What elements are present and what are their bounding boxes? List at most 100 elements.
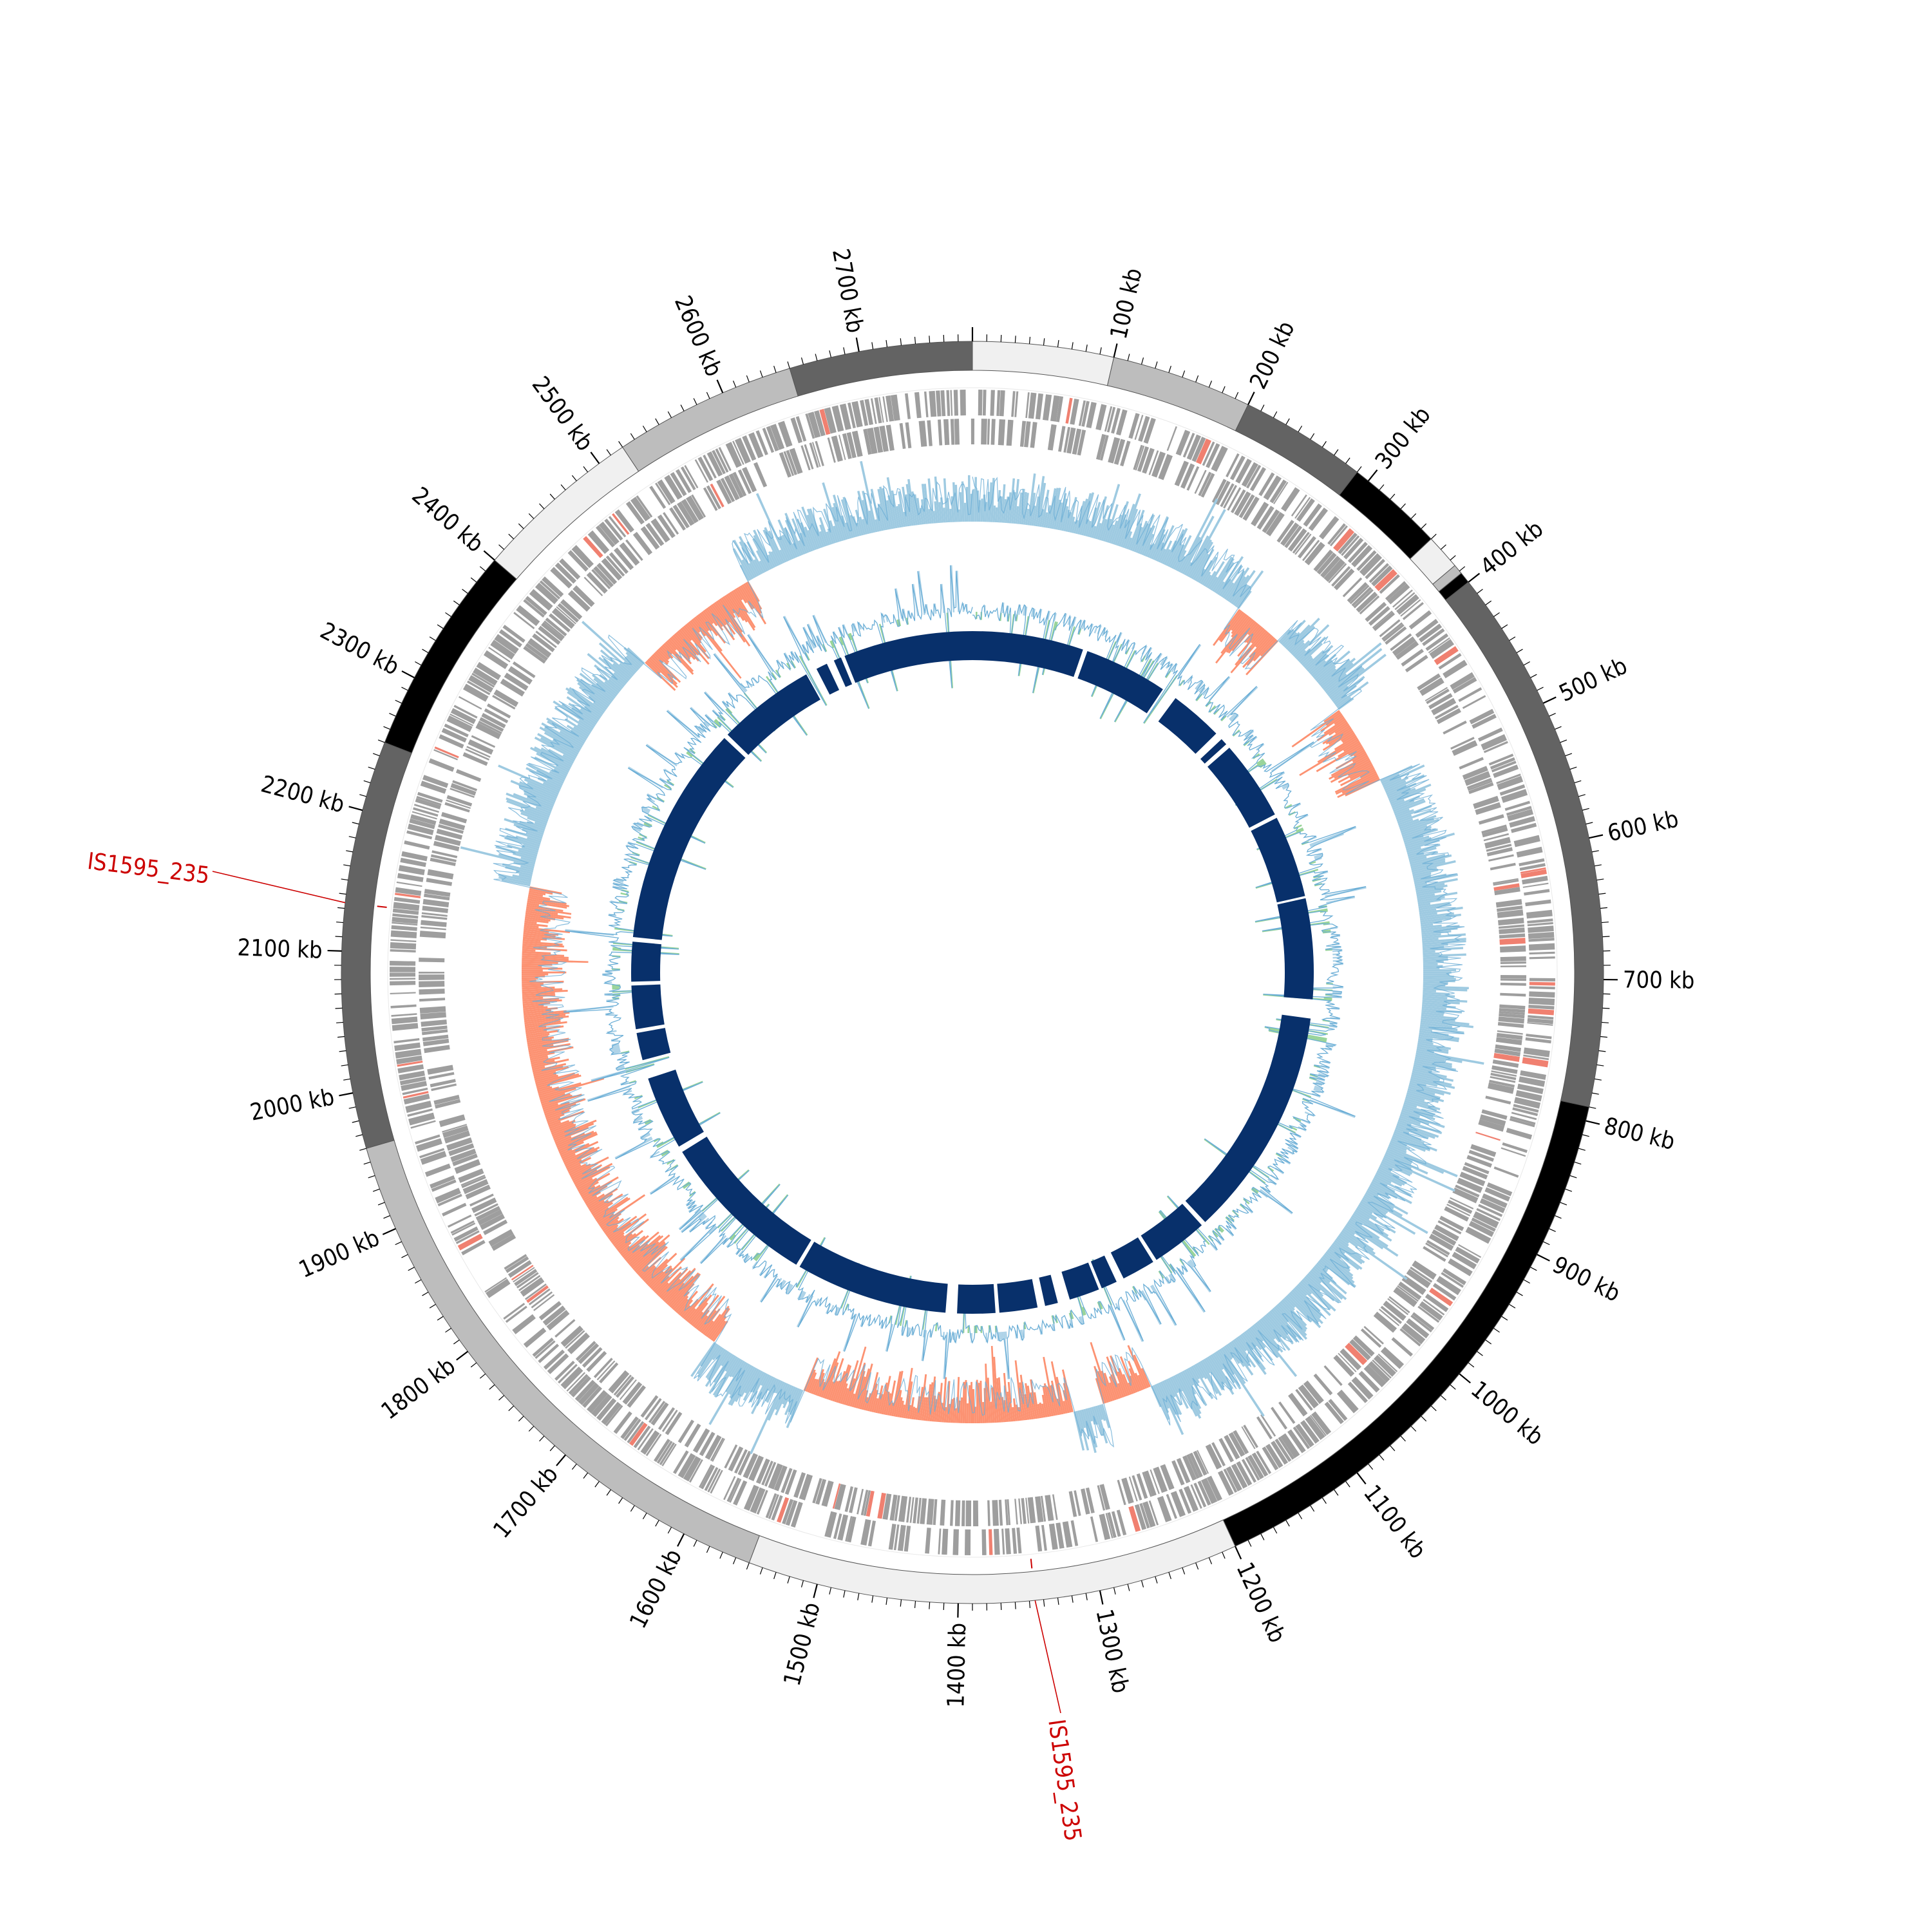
gc-skew-bar [1421, 1014, 1457, 1020]
gc-skew-bar [782, 535, 795, 560]
gc-skew-bar [534, 821, 547, 828]
gc-skew-bar [1352, 753, 1367, 762]
gene-feature [1338, 532, 1358, 554]
gc-skew-bar [1324, 673, 1347, 692]
gc-skew-bar [1421, 1018, 1470, 1026]
blast-match-block [957, 1283, 996, 1314]
gc-skew-bar [1313, 661, 1334, 680]
gc-skew-bar [773, 1379, 781, 1394]
gene-feature [1476, 1208, 1501, 1222]
gc-skew-bar [559, 730, 584, 746]
gene-feature [619, 1379, 637, 1400]
minor-tick [1043, 1599, 1045, 1607]
gc-skew-bar [1359, 1200, 1416, 1235]
gc-skew-bar [526, 1030, 558, 1037]
gene-feature [1333, 1354, 1355, 1377]
gene-feature [1359, 595, 1380, 615]
gc-skew-bar [554, 1135, 572, 1144]
gene-feature [431, 1083, 457, 1092]
minor-tick [498, 544, 505, 550]
gene-feature [1274, 1438, 1292, 1463]
gene-feature [421, 1029, 448, 1036]
gc-skew-bar [1423, 992, 1450, 996]
gc-skew-bar [539, 726, 581, 752]
gc-skew-bar [826, 531, 833, 545]
gc-content-peak [611, 1050, 621, 1055]
gene-feature [1481, 824, 1507, 834]
gene-feature [1425, 1242, 1448, 1258]
callout-feature-mark [1030, 1558, 1033, 1569]
gc-skew-bar [1191, 1365, 1200, 1379]
gc-skew-bar [598, 642, 636, 675]
tick-label: 2000 kb [248, 1084, 336, 1126]
gc-skew-bar [1417, 891, 1458, 901]
gene-feature [424, 889, 451, 897]
minor-tick [1555, 726, 1562, 730]
gene-feature [513, 612, 535, 630]
gene-feature [1287, 528, 1307, 552]
minor-tick [642, 1513, 647, 1520]
gc-skew-bar [1353, 749, 1365, 757]
gc-skew-bar [1423, 952, 1440, 956]
gene-feature [839, 403, 851, 430]
gene-feature [1166, 1493, 1178, 1519]
gc-skew-bar [551, 1126, 576, 1137]
gc-content-peak [1282, 784, 1290, 790]
gene-feature [748, 432, 764, 459]
gc-skew-bar [640, 1265, 656, 1280]
minor-tick [479, 566, 486, 572]
gene-feature [1526, 1034, 1552, 1039]
gc-skew-bar [1127, 1345, 1148, 1389]
gene-feature [1529, 978, 1555, 982]
gc-skew-bar [1421, 933, 1466, 939]
major-tick [1589, 834, 1604, 839]
gc-skew-bar [960, 1397, 963, 1423]
gene-feature [1373, 1354, 1396, 1377]
gc-skew-bar [1245, 1329, 1262, 1350]
gc-content-peak [1309, 826, 1357, 846]
gene-feature [1528, 931, 1555, 940]
gc-skew-bar [520, 810, 549, 822]
minor-tick [1410, 1426, 1417, 1432]
gene-feature [1327, 523, 1346, 545]
gc-skew-bar [954, 1408, 957, 1423]
gc-skew-bar [889, 1402, 894, 1416]
minor-tick [1565, 1188, 1573, 1192]
gc-skew-bar [1229, 574, 1250, 603]
gc-skew-bar [1381, 773, 1400, 784]
gc-skew-bar [1035, 476, 1045, 527]
gc-content-dip [1082, 1307, 1086, 1316]
gene-feature [704, 1467, 719, 1492]
minor-tick [339, 1050, 346, 1052]
gene-feature [893, 1524, 900, 1551]
gene-feature [398, 865, 425, 875]
minor-tick [1430, 1405, 1437, 1412]
gene-feature [430, 1175, 455, 1189]
gc-skew-bar [666, 639, 677, 651]
gc-skew-bar [865, 1393, 872, 1411]
gc-skew-bar [846, 1378, 856, 1406]
gc-skew-bar [1332, 1241, 1363, 1265]
gc-content-line [564, 565, 1367, 1379]
gene-feature [706, 485, 721, 509]
gc-skew-bar [548, 1121, 562, 1128]
gc-skew-bar [647, 658, 678, 688]
gc-skew-bar [1385, 1151, 1412, 1165]
minor-tick [630, 433, 635, 440]
gc-skew-bar [1291, 642, 1305, 656]
gene-feature [1490, 757, 1515, 770]
gc-skew-bar [535, 1072, 575, 1084]
gc-skew-bar [1039, 1402, 1044, 1418]
gene-feature [396, 881, 422, 887]
gene-feature [1133, 444, 1143, 470]
gc-skew-bar [1411, 1072, 1441, 1081]
minor-tick [732, 1557, 737, 1564]
gene-feature [475, 723, 502, 739]
tick-label: 500 kb [1555, 653, 1631, 708]
gc-skew-bar [1415, 1054, 1445, 1063]
gene-feature [1528, 925, 1554, 933]
gc-skew-bar [980, 498, 983, 522]
gene-feature [1491, 1070, 1517, 1077]
minor-tick [1543, 1241, 1550, 1245]
gc-skew-bar [1245, 625, 1262, 643]
